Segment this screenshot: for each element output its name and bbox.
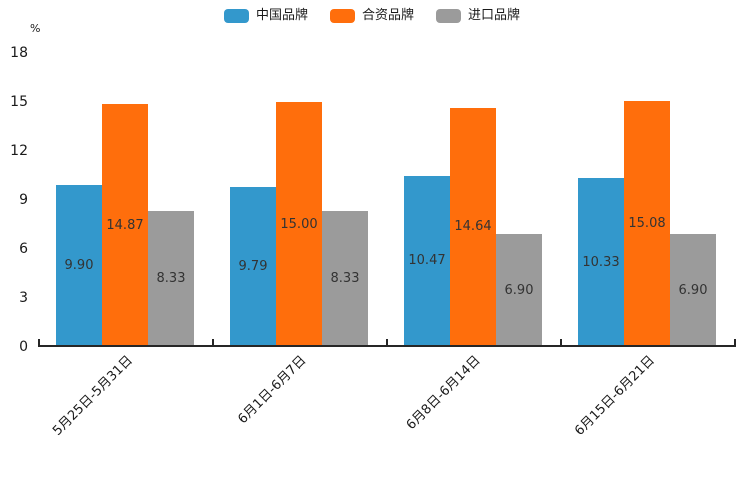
bar-value-label: 6.90 xyxy=(504,282,534,298)
x-category-label: 5月25日-5月31日 xyxy=(49,353,136,439)
bar-中国品牌-2: 10.47 xyxy=(404,175,450,346)
bar-合资品牌-0: 14.87 xyxy=(102,104,148,346)
bar-进口品牌-3: 6.90 xyxy=(670,234,716,346)
legend-label: 合资品牌 xyxy=(361,8,414,23)
bar-进口品牌-1: 8.33 xyxy=(322,210,368,346)
y-tick-label: 6 xyxy=(19,241,28,257)
legend-item-2: 进口品牌 xyxy=(436,8,520,24)
y-axis-unit-label: % xyxy=(30,22,41,35)
x-axis-tick xyxy=(212,339,214,347)
chart-legend: 中国品牌 合资品牌 进口品牌 xyxy=(0,8,744,24)
x-category-label: 6月1日-6月7日 xyxy=(235,353,310,428)
bar-value-label: 9.79 xyxy=(238,259,268,275)
bar-value-label: 15.08 xyxy=(628,215,666,231)
legend-swatch xyxy=(329,9,355,23)
y-tick-label: 3 xyxy=(19,290,28,306)
bar-中国品牌-3: 10.33 xyxy=(578,178,624,346)
x-category-label: 6月15日-6月21日 xyxy=(571,353,658,439)
bar-value-label: 10.47 xyxy=(408,253,446,269)
bar-value-label: 9.90 xyxy=(64,258,94,274)
y-tick-label: 0 xyxy=(19,339,28,355)
bar-value-label: 8.33 xyxy=(156,270,186,286)
x-axis-tick xyxy=(560,339,562,347)
legend-label: 中国品牌 xyxy=(255,8,308,23)
bar-value-label: 15.00 xyxy=(280,216,318,232)
legend-item-0: 中国品牌 xyxy=(223,8,308,24)
bar-进口品牌-2: 6.90 xyxy=(496,234,542,346)
legend-swatch xyxy=(436,9,461,23)
y-tick-label: 15 xyxy=(10,94,28,110)
bar-value-label: 14.87 xyxy=(106,217,144,233)
legend-swatch xyxy=(223,9,249,23)
bar-合资品牌-2: 14.64 xyxy=(450,107,496,346)
bar-中国品牌-1: 9.79 xyxy=(230,187,276,346)
x-axis-tick xyxy=(386,339,388,347)
x-axis-tick xyxy=(38,339,40,347)
bar-合资品牌-3: 15.08 xyxy=(624,100,670,346)
y-tick-label: 12 xyxy=(10,143,28,159)
bar-中国品牌-0: 9.90 xyxy=(56,185,102,346)
bar-value-label: 10.33 xyxy=(582,254,620,270)
y-tick-label: 9 xyxy=(19,192,28,208)
bar-value-label: 14.64 xyxy=(454,219,492,235)
y-tick-label: 18 xyxy=(10,45,28,61)
bar-value-label: 8.33 xyxy=(330,270,360,286)
x-category-label: 6月8日-6月14日 xyxy=(403,353,484,433)
bar-合资品牌-1: 15.00 xyxy=(276,102,322,346)
bar-value-label: 6.90 xyxy=(678,282,708,298)
x-axis-tick xyxy=(734,339,736,347)
bar-进口品牌-0: 8.33 xyxy=(148,210,194,346)
legend-label: 进口品牌 xyxy=(468,8,521,23)
legend-item-1: 合资品牌 xyxy=(329,8,414,24)
